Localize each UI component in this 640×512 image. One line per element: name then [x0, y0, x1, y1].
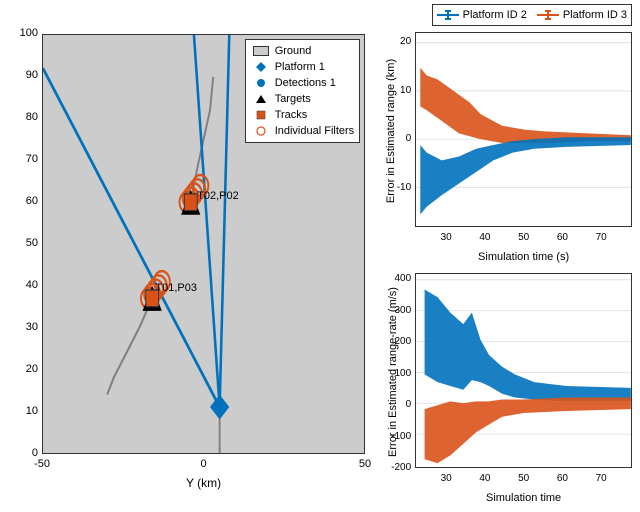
rangerate-error-panel: Simulation time Error in Estimated range… [375, 271, 636, 508]
x-axis-label: Simulation time (s) [415, 251, 632, 263]
y-tick-label: 300 [381, 305, 411, 316]
left-plot-panel: T02,P02 T01,P03 Ground Platform 1 Detect… [4, 4, 369, 508]
legend-label: Ground [275, 45, 312, 57]
x-tick-label: 40 [475, 232, 495, 243]
legend-label: Platform ID 2 [463, 9, 527, 21]
y-tick-label: 100 [8, 27, 38, 39]
y-tick-label: 10 [8, 405, 38, 417]
x-tick-label: 50 [514, 232, 534, 243]
y-axis-label: Error in Estimated range (km) [385, 41, 397, 221]
y-tick-label: -10 [381, 182, 411, 193]
rangerate-error-plot [415, 273, 632, 468]
y-tick-label: -100 [381, 431, 411, 442]
series-blue [425, 289, 631, 401]
legend-label: Tracks [275, 109, 308, 121]
annotation: T01,P03 [155, 282, 197, 294]
right-legend: Platform ID 2 Platform ID 3 [432, 4, 632, 26]
x-tick-label: 50 [514, 473, 534, 484]
legend-label: Individual Filters [275, 125, 354, 137]
x-tick-label: 30 [436, 473, 456, 484]
annotation: T02,P02 [197, 190, 239, 202]
x-tick-label: 70 [591, 232, 611, 243]
legend-label: Platform ID 3 [563, 9, 627, 21]
x-axis-label: Y (km) [42, 476, 365, 490]
track-marker [184, 194, 197, 211]
x-tick-label: -50 [27, 458, 57, 470]
y-tick-label: 100 [381, 368, 411, 379]
y-tick-label: 0 [381, 133, 411, 144]
x-tick-label: 70 [591, 473, 611, 484]
scenario-plot: T02,P02 T01,P03 Ground Platform 1 Detect… [42, 34, 365, 454]
y-tick-label: 60 [8, 195, 38, 207]
x-tick-label: 40 [475, 473, 495, 484]
y-tick-label: 30 [8, 321, 38, 333]
y-tick-label: 70 [8, 153, 38, 165]
legend-label: Detections 1 [275, 77, 336, 89]
series-orange [420, 68, 631, 143]
range-error-panel: Simulation time (s) Error in Estimated r… [375, 30, 636, 267]
x-tick-label: 0 [189, 458, 219, 470]
legend-label: Targets [275, 93, 311, 105]
x-tick-label: 30 [436, 232, 456, 243]
y-tick-label: 200 [381, 336, 411, 347]
series-blue [420, 137, 631, 214]
y-tick-label: 50 [8, 237, 38, 249]
y-tick-label: -200 [381, 462, 411, 473]
y-tick-label: 20 [381, 36, 411, 47]
x-tick-label: 60 [552, 473, 572, 484]
range-error-plot [415, 32, 632, 227]
x-axis-label: Simulation time [415, 492, 632, 504]
y-tick-label: 0 [381, 399, 411, 410]
series-orange [425, 398, 631, 464]
y-tick-label: 80 [8, 111, 38, 123]
y-tick-label: 40 [8, 279, 38, 291]
legend: Ground Platform 1 Detections 1 Targets T… [245, 39, 360, 143]
y-tick-label: 400 [381, 273, 411, 284]
y-tick-label: 10 [381, 85, 411, 96]
legend-label: Platform 1 [275, 61, 325, 73]
x-tick-label: 60 [552, 232, 572, 243]
y-tick-label: 90 [8, 69, 38, 81]
y-tick-label: 20 [8, 363, 38, 375]
